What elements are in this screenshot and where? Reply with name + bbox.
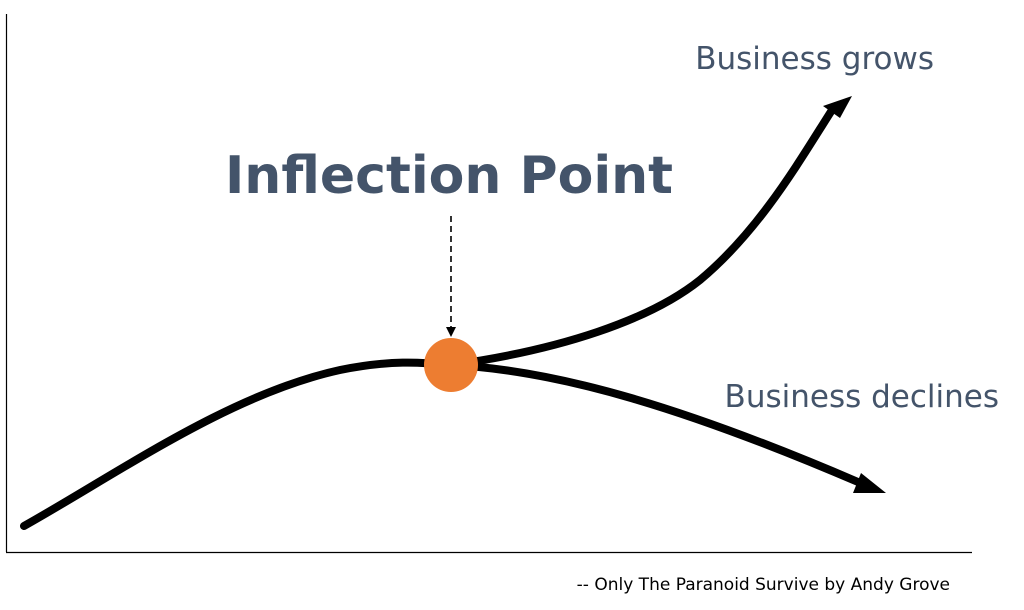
grows-arrowhead-icon: [823, 96, 852, 118]
label-declines: Business declines: [725, 379, 999, 415]
declines-branch: [447, 361, 862, 486]
inflection-point-marker: [424, 338, 478, 392]
attribution: -- Only The Paranoid Survive by Andy Gro…: [577, 575, 950, 595]
grows-branch: [447, 106, 836, 369]
label-grows: Business grows: [695, 41, 934, 77]
declines-arrowhead-icon: [853, 473, 886, 493]
base-curve: [20, 358, 455, 530]
title: Inflection Point: [225, 146, 673, 206]
